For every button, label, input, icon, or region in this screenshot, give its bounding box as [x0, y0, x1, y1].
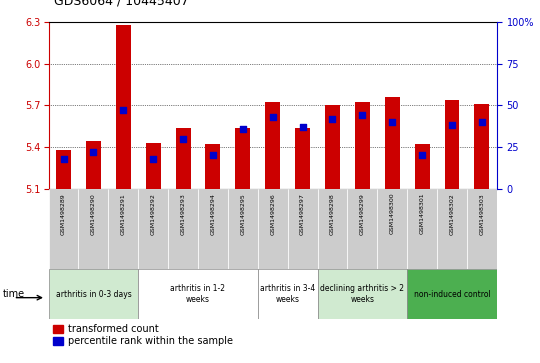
Text: GSM1498297: GSM1498297	[300, 193, 305, 234]
Bar	[205, 144, 220, 189]
Point	[448, 122, 456, 128]
Point	[388, 119, 396, 125]
Point	[358, 113, 367, 118]
Bar	[347, 189, 377, 269]
Point	[208, 152, 217, 158]
Point	[89, 149, 98, 155]
Text: arthritis in 3-4
weeks: arthritis in 3-4 weeks	[260, 284, 315, 304]
Bar	[138, 189, 168, 269]
Bar	[228, 189, 258, 269]
Point	[477, 119, 486, 125]
Point	[328, 116, 337, 122]
Point	[298, 124, 307, 130]
Bar	[407, 269, 497, 319]
Text: arthritis in 0-3 days: arthritis in 0-3 days	[56, 290, 131, 298]
Bar	[49, 189, 78, 269]
Text: GSM1498300: GSM1498300	[390, 193, 395, 234]
Text: arthritis in 1-2
weeks: arthritis in 1-2 weeks	[171, 284, 226, 304]
Text: declining arthritis > 2
weeks: declining arthritis > 2 weeks	[320, 284, 404, 304]
Bar	[176, 127, 191, 189]
Text: GSM1498302: GSM1498302	[449, 193, 455, 234]
Bar	[407, 189, 437, 269]
Text: time: time	[3, 289, 25, 299]
Text: GSM1498292: GSM1498292	[151, 193, 156, 234]
Bar	[258, 189, 288, 269]
Bar	[318, 189, 347, 269]
Point	[179, 136, 187, 142]
Point	[239, 126, 247, 131]
Point	[119, 107, 127, 113]
Text: GSM1498289: GSM1498289	[61, 193, 66, 234]
Bar	[377, 189, 407, 269]
Text: GSM1498296: GSM1498296	[270, 193, 275, 234]
Bar	[116, 25, 131, 189]
Bar	[146, 143, 161, 189]
Bar	[235, 127, 250, 189]
Bar	[444, 100, 460, 189]
Bar	[56, 150, 71, 189]
Text: non-induced control: non-induced control	[414, 290, 490, 298]
Bar	[168, 189, 198, 269]
Bar	[258, 269, 318, 319]
Bar	[198, 189, 228, 269]
Bar	[295, 127, 310, 189]
Bar	[138, 269, 258, 319]
Bar	[78, 189, 109, 269]
Bar	[325, 105, 340, 189]
Text: GDS6064 / 10445407: GDS6064 / 10445407	[54, 0, 189, 7]
Point	[59, 156, 68, 162]
Bar	[474, 104, 489, 189]
Point	[268, 114, 277, 120]
Bar	[86, 142, 101, 189]
Bar	[355, 102, 370, 189]
Bar	[467, 189, 497, 269]
Text: GSM1498301: GSM1498301	[420, 193, 424, 234]
Point	[149, 156, 158, 162]
Bar	[415, 144, 429, 189]
Text: GSM1498299: GSM1498299	[360, 193, 365, 234]
Text: GSM1498298: GSM1498298	[330, 193, 335, 234]
Bar	[265, 102, 280, 189]
Bar	[384, 97, 400, 189]
Text: GSM1498293: GSM1498293	[180, 193, 186, 234]
Text: GSM1498295: GSM1498295	[240, 193, 245, 234]
Bar	[437, 189, 467, 269]
Legend: transformed count, percentile rank within the sample: transformed count, percentile rank withi…	[53, 324, 233, 346]
Point	[418, 152, 427, 158]
Text: GSM1498290: GSM1498290	[91, 193, 96, 234]
Bar	[109, 189, 138, 269]
Text: GSM1498303: GSM1498303	[480, 193, 484, 234]
Bar	[288, 189, 318, 269]
Text: GSM1498294: GSM1498294	[211, 193, 215, 234]
Bar	[49, 269, 138, 319]
Bar	[318, 269, 407, 319]
Text: GSM1498291: GSM1498291	[121, 193, 126, 234]
